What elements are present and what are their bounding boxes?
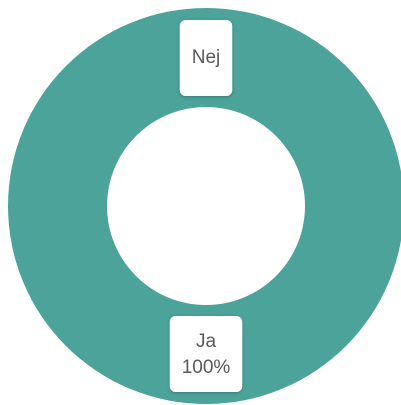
value-label: 100% bbox=[182, 357, 231, 378]
donut-slice bbox=[8, 8, 401, 404]
category-label: Nej bbox=[192, 47, 221, 68]
data-label: Ja 100% bbox=[169, 316, 243, 392]
label-box bbox=[169, 316, 243, 392]
category-label: Ja bbox=[196, 331, 217, 352]
label-box bbox=[179, 20, 233, 96]
data-label: Nej bbox=[179, 20, 233, 96]
